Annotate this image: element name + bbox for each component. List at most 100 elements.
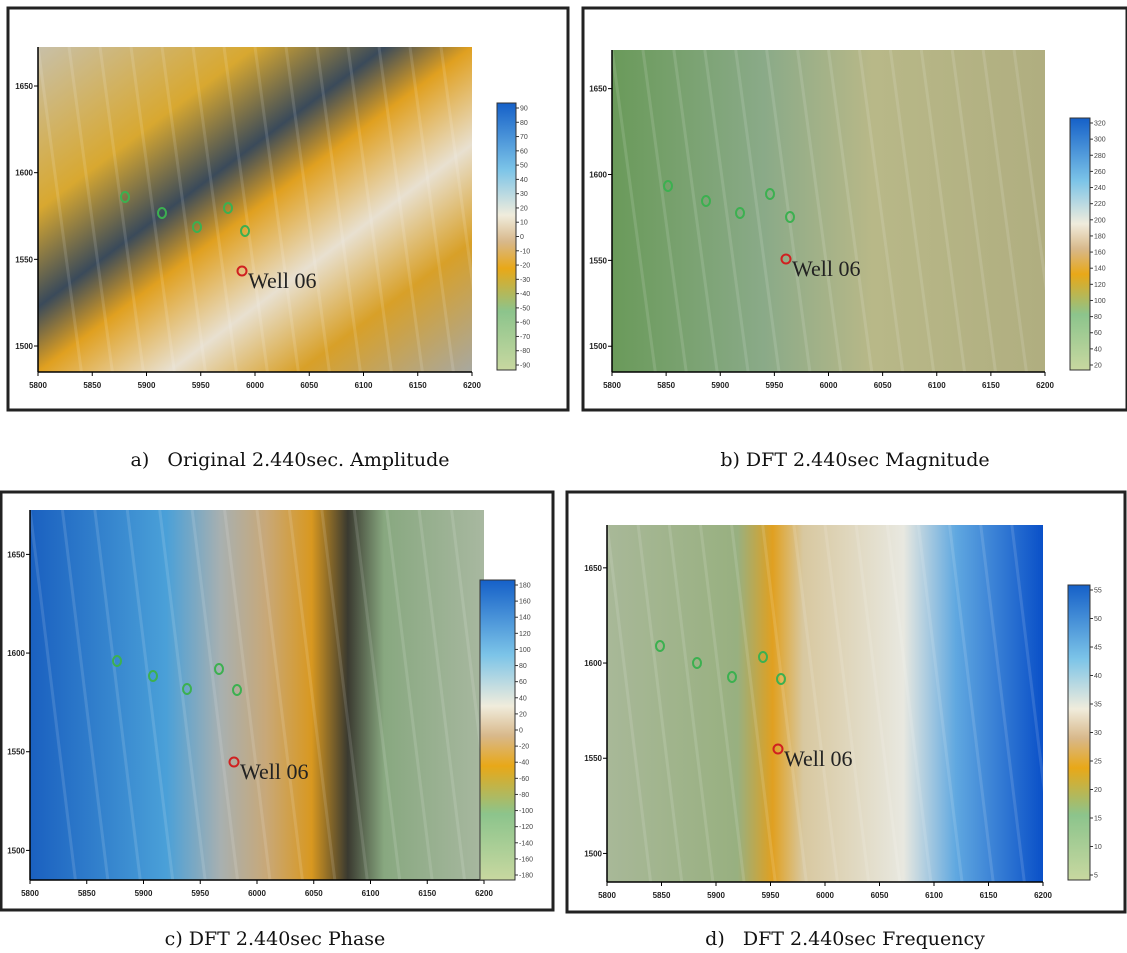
- colorbar-tick-label: 60: [1094, 330, 1102, 337]
- map-image: [38, 47, 472, 372]
- x-tick-label: 6050: [300, 381, 318, 390]
- colorbar-tick-label: 50: [1094, 616, 1102, 623]
- x-tick-label: 6050: [874, 381, 892, 390]
- panel: 5800585059005950600060506100615062001650…: [1, 492, 553, 950]
- x-tick-label: 5800: [603, 381, 621, 390]
- x-tick-label: 6200: [1034, 891, 1052, 900]
- colorbar-tick-label: -60: [520, 320, 530, 327]
- x-tick-label: 5850: [657, 381, 675, 390]
- colorbar-tick-label: 140: [519, 615, 531, 622]
- colorbar-tick-label: 45: [1094, 645, 1102, 652]
- colorbar-tick-label: 60: [519, 679, 527, 686]
- y-tick-label: 1600: [7, 649, 25, 658]
- y-tick-label: 1500: [584, 849, 602, 858]
- colorbar: [1070, 118, 1090, 370]
- caption: c) DFT 2.440sec Phase: [165, 928, 386, 950]
- map-image: [607, 525, 1043, 882]
- colorbar-tick-label: 70: [520, 134, 528, 141]
- x-tick-label: 6100: [355, 381, 373, 390]
- x-tick-label: 5950: [765, 381, 783, 390]
- well-label: Well 06: [240, 759, 309, 784]
- x-tick-label: 5900: [711, 381, 729, 390]
- x-tick-label: 6000: [246, 381, 264, 390]
- y-tick-label: 1550: [7, 748, 25, 757]
- map-image: [30, 510, 484, 880]
- colorbar-tick-label: 25: [1094, 759, 1102, 766]
- colorbar-tick-label: 80: [520, 120, 528, 127]
- colorbar-tick-label: -40: [519, 760, 529, 767]
- x-tick-label: 6050: [305, 889, 323, 898]
- well-label: Well 06: [248, 268, 317, 293]
- colorbar-tick-label: 180: [1094, 233, 1106, 240]
- colorbar-tick-label: 320: [1094, 121, 1106, 128]
- colorbar-tick-label: -180: [519, 873, 533, 880]
- x-tick-label: 6200: [1036, 381, 1054, 390]
- x-tick-label: 5850: [83, 381, 101, 390]
- x-tick-label: 5900: [135, 889, 153, 898]
- colorbar-tick-label: 220: [1094, 201, 1106, 208]
- x-tick-label: 6200: [463, 381, 481, 390]
- y-tick-label: 1600: [15, 169, 33, 178]
- x-tick-label: 6100: [362, 889, 380, 898]
- colorbar-tick-label: 160: [519, 599, 531, 606]
- y-tick-label: 1600: [589, 171, 607, 180]
- x-tick-label: 5800: [598, 891, 616, 900]
- colorbar-tick-label: 20: [520, 205, 528, 212]
- colorbar-tick-label: 60: [520, 148, 528, 155]
- y-tick-label: 1650: [589, 85, 607, 94]
- colorbar-tick-label: -70: [520, 334, 530, 341]
- y-tick-label: 1550: [15, 255, 33, 264]
- colorbar-tick-label: -160: [519, 856, 533, 863]
- colorbar-tick-label: 20: [1094, 787, 1102, 794]
- colorbar: [480, 580, 515, 880]
- colorbar-tick-label: 80: [519, 663, 527, 670]
- colorbar-tick-label: 20: [519, 711, 527, 718]
- x-tick-label: 5800: [21, 889, 39, 898]
- colorbar-tick-label: -100: [519, 808, 533, 815]
- well-label: Well 06: [792, 256, 861, 281]
- colorbar-tick-label: 40: [1094, 346, 1102, 353]
- y-tick-label: 1600: [584, 659, 602, 668]
- x-tick-label: 6100: [928, 381, 946, 390]
- x-tick-label: 6000: [248, 889, 266, 898]
- x-tick-label: 5950: [192, 381, 210, 390]
- x-tick-label: 5950: [191, 889, 209, 898]
- colorbar-tick-label: 40: [520, 177, 528, 184]
- x-tick-label: 6000: [816, 891, 834, 900]
- x-tick-label: 5850: [78, 889, 96, 898]
- panel: 5800585059005950600060506100615062001650…: [567, 492, 1125, 950]
- panels: 5800585059005950600060506100615062001650…: [1, 8, 1127, 950]
- x-tick-label: 5900: [707, 891, 725, 900]
- colorbar-tick-label: 10: [1094, 844, 1102, 851]
- colorbar-tick-label: -120: [519, 824, 533, 831]
- x-tick-label: 5800: [29, 381, 47, 390]
- colorbar-tick-label: 0: [520, 234, 524, 241]
- colorbar-tick-label: 30: [1094, 730, 1102, 737]
- caption: b) DFT 2.440sec Magnitude: [720, 449, 989, 471]
- y-tick-label: 1550: [584, 754, 602, 763]
- caption: a) Original 2.440sec. Amplitude: [131, 449, 450, 471]
- colorbar-tick-label: 140: [1094, 266, 1106, 273]
- colorbar-tick-label: 30: [520, 191, 528, 198]
- x-tick-label: 6050: [871, 891, 889, 900]
- colorbar-tick-label: 300: [1094, 137, 1106, 144]
- colorbar-tick-label: 240: [1094, 185, 1106, 192]
- map-image: [612, 50, 1045, 372]
- x-tick-label: 5900: [138, 381, 156, 390]
- well-label: Well 06: [784, 746, 853, 771]
- panel: 5800585059005950600060506100615062001650…: [583, 8, 1127, 471]
- colorbar-tick-label: 120: [1094, 282, 1106, 289]
- colorbar-tick-label: 120: [519, 631, 531, 638]
- colorbar-tick-label: 100: [1094, 298, 1106, 305]
- colorbar-tick-label: -140: [519, 840, 533, 847]
- y-tick-label: 1500: [589, 342, 607, 351]
- caption: d) DFT 2.440sec Frequency: [705, 928, 985, 950]
- colorbar-tick-label: 180: [519, 583, 531, 590]
- colorbar-tick-label: 200: [1094, 217, 1106, 224]
- colorbar-tick-label: -80: [520, 348, 530, 355]
- colorbar-tick-label: 280: [1094, 153, 1106, 160]
- x-tick-label: 6150: [409, 381, 427, 390]
- colorbar-tick-label: 5: [1094, 873, 1098, 880]
- x-tick-label: 6200: [475, 889, 493, 898]
- colorbar-tick-label: -30: [520, 277, 530, 284]
